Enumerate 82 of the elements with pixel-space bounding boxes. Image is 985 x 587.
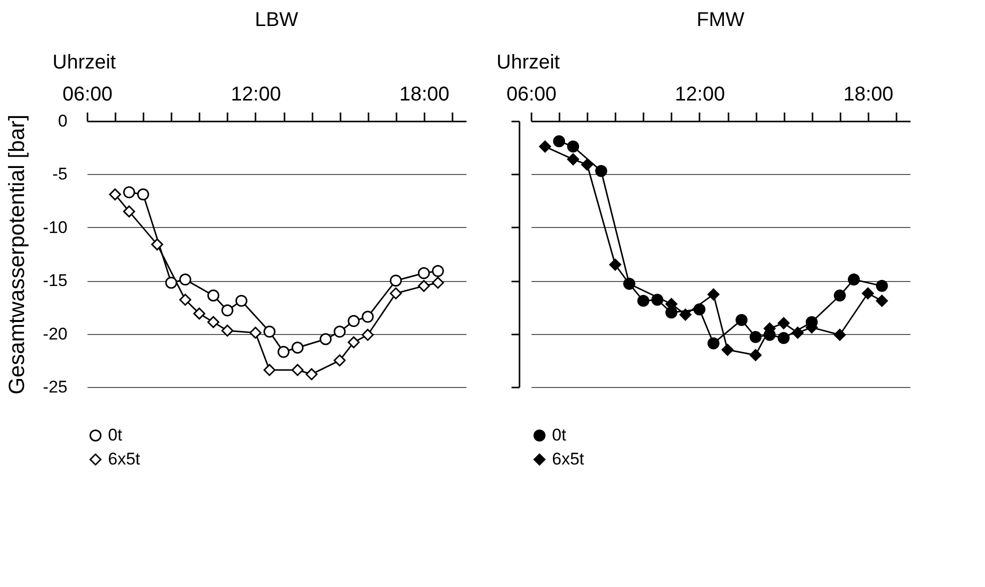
- point: [165, 276, 178, 289]
- y-tick-label: -20: [42, 324, 68, 344]
- point: [862, 287, 874, 300]
- point: [263, 364, 276, 376]
- point: [707, 288, 720, 300]
- point: [362, 310, 374, 323]
- point: [834, 328, 846, 341]
- point: [123, 186, 136, 198]
- x-tick-label: 06:00: [62, 84, 113, 106]
- point: [151, 238, 164, 250]
- y-tick-label: 0: [58, 112, 68, 130]
- point: [876, 280, 888, 292]
- point: [221, 304, 234, 316]
- point: [693, 303, 706, 316]
- point: [679, 308, 692, 321]
- point: [736, 314, 748, 326]
- point: [207, 316, 220, 328]
- legend-label: 0t: [108, 426, 122, 444]
- point: [848, 274, 860, 286]
- x-tick-label: 06:00: [506, 84, 557, 106]
- legend-label: 6x5t: [552, 450, 584, 468]
- point: [137, 188, 150, 200]
- point: [778, 332, 790, 344]
- point: [750, 349, 762, 362]
- point: [334, 326, 346, 338]
- point: [418, 280, 430, 292]
- point: [334, 354, 346, 366]
- y-tick-label: -10: [42, 218, 68, 237]
- point: [278, 346, 290, 358]
- point: [263, 326, 276, 338]
- x-tick-label: 12:00: [674, 84, 725, 106]
- point: [179, 274, 192, 286]
- point: [432, 265, 444, 278]
- point: [292, 342, 304, 354]
- point: [348, 336, 360, 348]
- point: [553, 135, 566, 148]
- x-axis-title: Uhrzeit: [52, 52, 116, 74]
- point: [567, 153, 580, 166]
- point: [707, 337, 720, 350]
- point: [123, 205, 136, 218]
- point: [418, 267, 430, 280]
- x-axis-title: Uhrzeit: [496, 52, 560, 74]
- point: [539, 140, 552, 153]
- point: [778, 317, 790, 330]
- point: [207, 290, 220, 302]
- point: [567, 140, 580, 153]
- point: [834, 290, 846, 302]
- point: [581, 158, 594, 171]
- point: [221, 324, 234, 337]
- point: [109, 188, 122, 200]
- point: [362, 328, 374, 341]
- chart-title: LBW: [254, 9, 298, 31]
- legend-label: 0t: [552, 426, 566, 444]
- point: [792, 326, 804, 339]
- x-tick-label: 18:00: [399, 84, 450, 106]
- point: [432, 276, 444, 289]
- point: [651, 294, 664, 306]
- point: [390, 287, 402, 300]
- legend-label: 6x5t: [108, 450, 140, 468]
- point: [348, 315, 360, 328]
- point: [292, 364, 304, 376]
- point: [306, 368, 318, 380]
- y-tick-label: -15: [42, 271, 68, 290]
- x-tick-label: 12:00: [230, 84, 281, 106]
- point: [235, 294, 248, 307]
- point: [390, 274, 402, 287]
- y-axis-title: Gesamtwasserpotential [bar]: [4, 114, 29, 395]
- point: [876, 294, 888, 307]
- chart-title: FMW: [696, 9, 744, 31]
- y-tick-label: -5: [52, 164, 68, 184]
- point: [750, 331, 762, 343]
- point: [609, 258, 622, 271]
- point: [320, 333, 332, 346]
- x-tick-label: 18:00: [843, 84, 894, 106]
- point: [193, 308, 206, 320]
- point: [595, 165, 608, 177]
- point: [179, 294, 192, 306]
- point: [722, 344, 734, 356]
- point: [249, 326, 262, 339]
- point: [637, 294, 650, 307]
- y-tick-label: -25: [42, 378, 68, 396]
- point: [665, 306, 678, 319]
